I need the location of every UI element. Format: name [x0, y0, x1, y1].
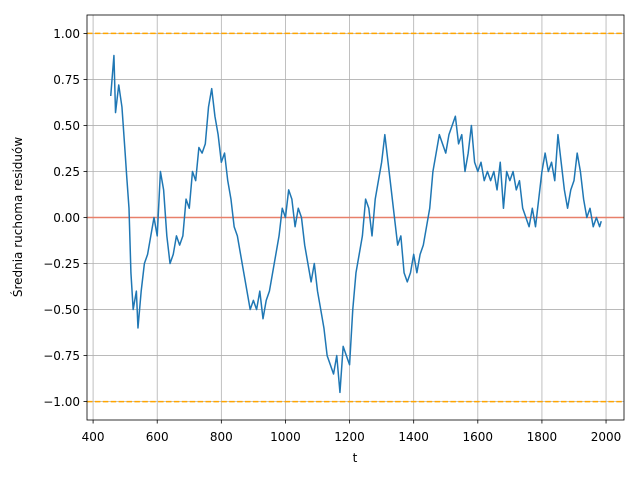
x-tick-label: 1400 [398, 430, 429, 444]
y-tick-label: −1.00 [43, 395, 80, 409]
series-line [109, 54, 602, 394]
y-tick-label: −0.25 [43, 257, 80, 271]
y-tick-label: 0.25 [53, 165, 80, 179]
x-tick-label: 1200 [334, 430, 365, 444]
x-axis-label: t [353, 451, 358, 465]
axes-frame [86, 14, 625, 421]
x-tick-label: 1000 [270, 430, 301, 444]
y-tick-label: −0.50 [43, 303, 80, 317]
x-tick-label: 400 [82, 430, 105, 444]
x-tick-label: 2000 [591, 430, 622, 444]
x-tick-label: 1600 [463, 430, 494, 444]
x-tick-label: 800 [210, 430, 233, 444]
x-tick-label: 1800 [527, 430, 558, 444]
y-tick-label: 1.00 [53, 27, 80, 41]
y-tick-label: 0.50 [53, 119, 80, 133]
y-tick-label: 0.75 [53, 73, 80, 87]
y-axis-label: Średnia ruchoma residuów [10, 137, 25, 298]
x-tick-label: 600 [146, 430, 169, 444]
y-tick-label: 0.00 [53, 211, 80, 225]
y-tick-label: −0.75 [43, 349, 80, 363]
